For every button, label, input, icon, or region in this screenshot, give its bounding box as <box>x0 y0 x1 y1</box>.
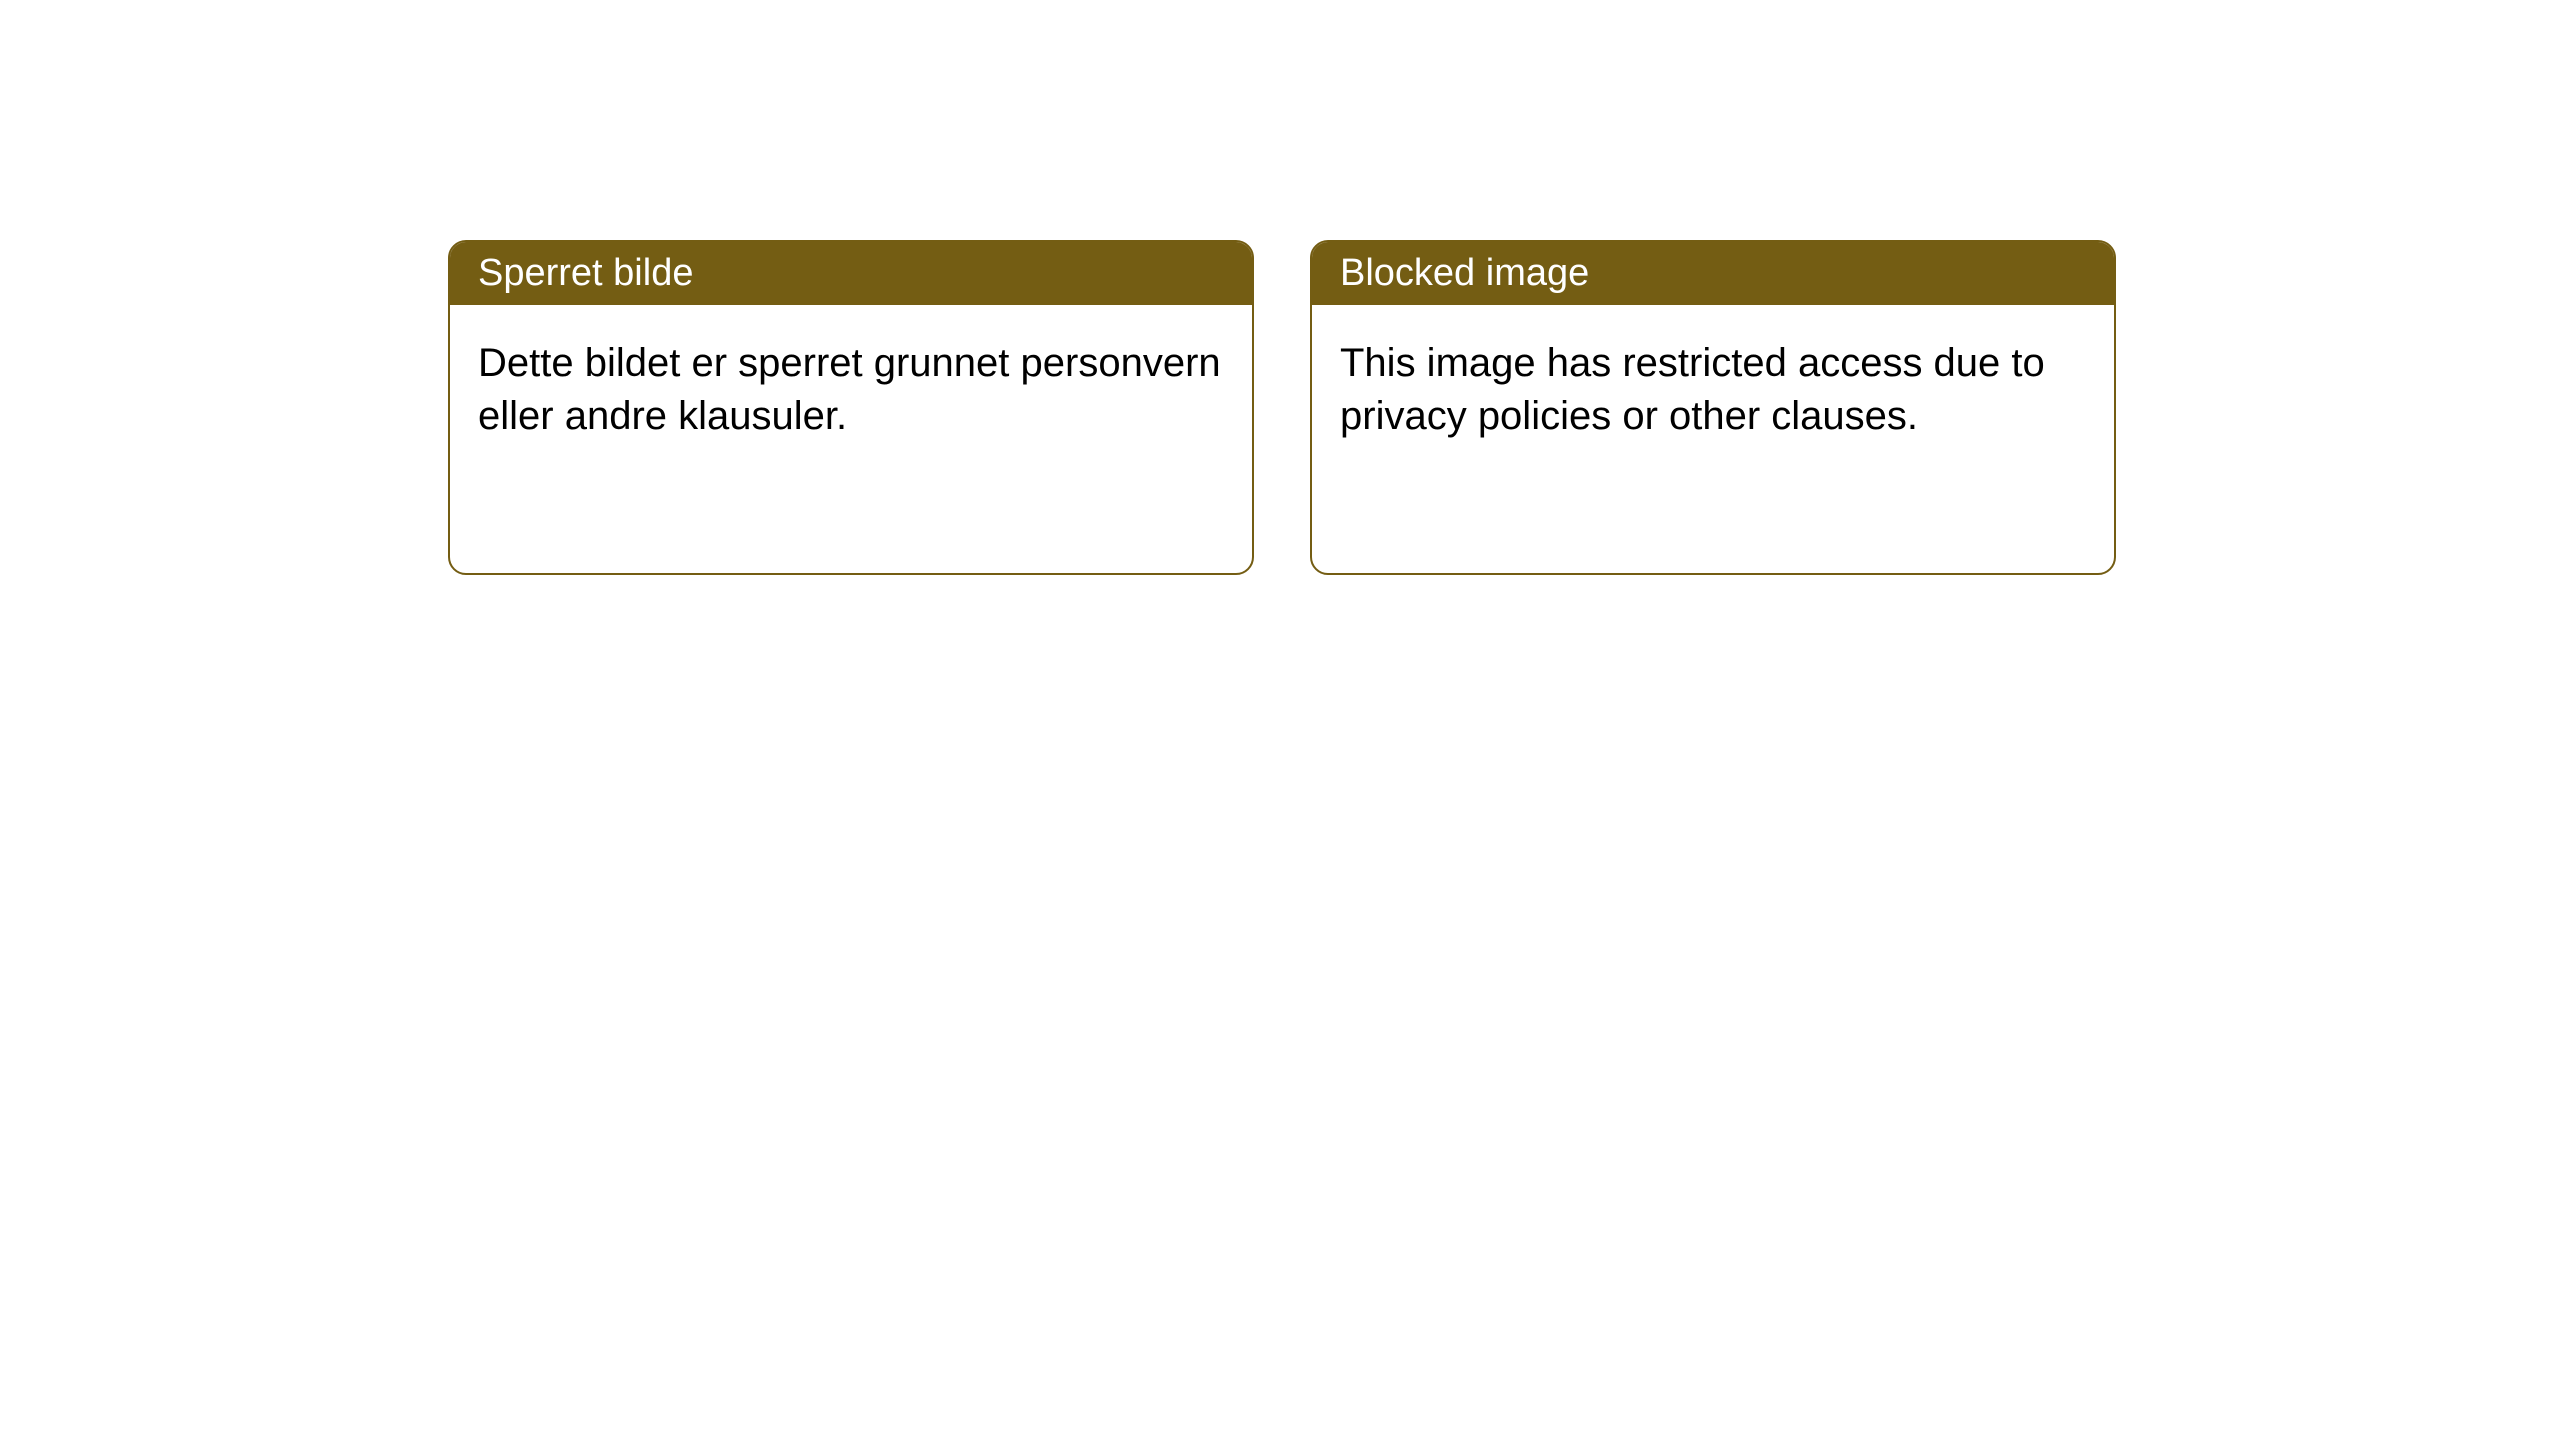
card-body-text: Dette bildet er sperret grunnet personve… <box>478 341 1221 438</box>
notice-card-norwegian: Sperret bilde Dette bildet er sperret gr… <box>448 240 1254 575</box>
card-body: This image has restricted access due to … <box>1312 305 2114 573</box>
card-header: Sperret bilde <box>450 242 1252 305</box>
card-body: Dette bildet er sperret grunnet personve… <box>450 305 1252 573</box>
card-title: Blocked image <box>1340 252 1589 294</box>
card-body-text: This image has restricted access due to … <box>1340 341 2045 438</box>
card-title: Sperret bilde <box>478 252 693 294</box>
notice-card-english: Blocked image This image has restricted … <box>1310 240 2116 575</box>
notice-container: Sperret bilde Dette bildet er sperret gr… <box>0 0 2560 575</box>
card-header: Blocked image <box>1312 242 2114 305</box>
